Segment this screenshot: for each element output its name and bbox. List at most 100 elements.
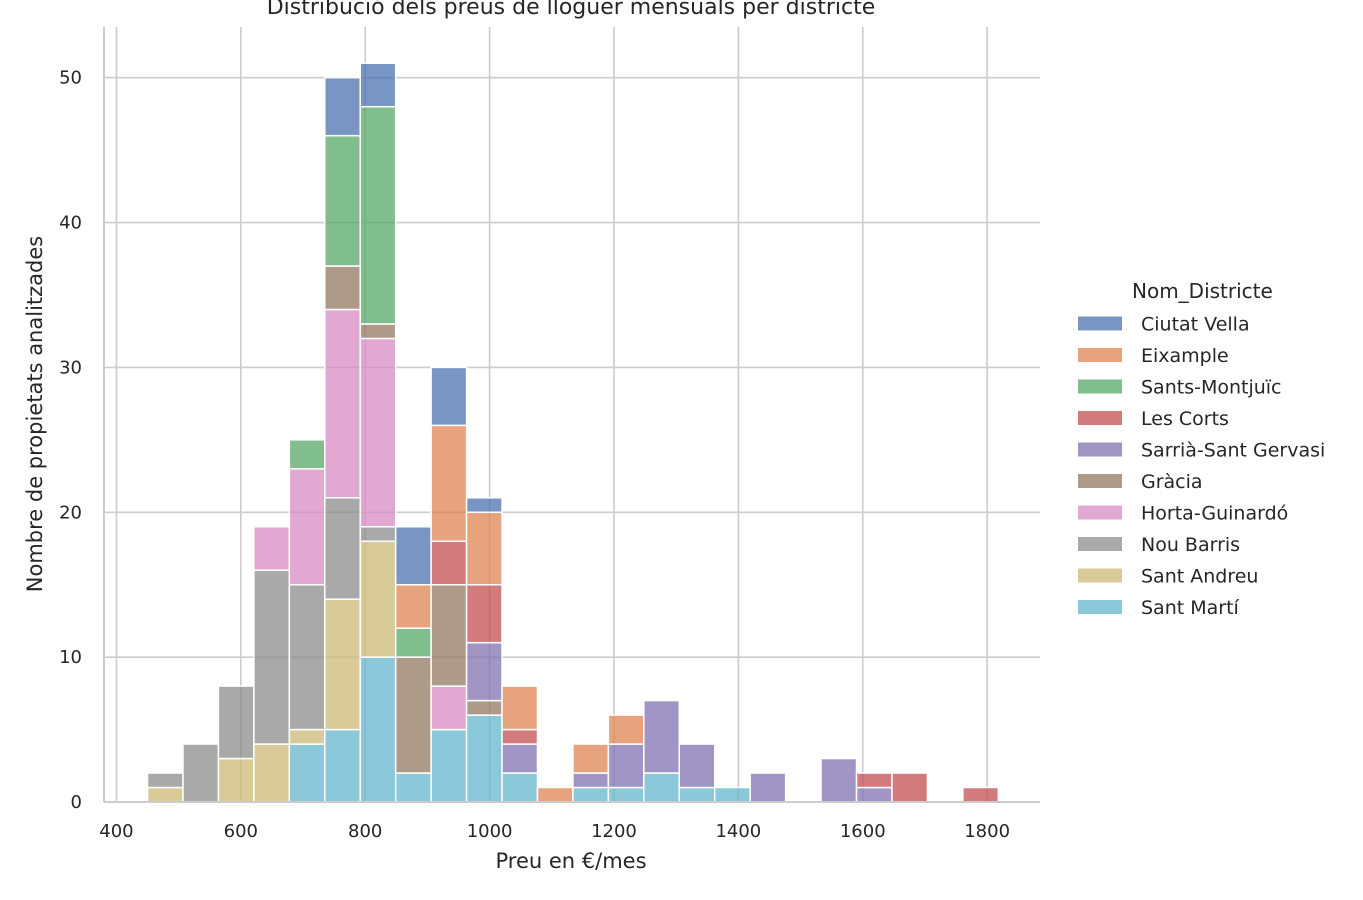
bar-segment [572,786,610,803]
bar-segment [359,62,397,108]
axis-spines [103,27,1040,803]
bar-segment [643,699,681,774]
legend-swatch [1078,600,1122,614]
legend-label: Ciutat Vella [1141,314,1250,336]
bar-segment [465,583,503,644]
bar-segment [217,685,255,760]
bar-segment [572,772,610,789]
bar-segment [891,772,929,803]
bar-segment [820,757,858,803]
legend-label: Les Corts [1141,408,1229,430]
bar-segment [465,497,503,514]
bar-segment [253,743,291,803]
bar-segment [394,772,432,803]
legend-swatch [1078,316,1122,331]
bar-segment [359,656,397,803]
legend-label: Eixample [1141,345,1229,367]
bar-segment [288,743,326,803]
x-tick-label: 1600 [840,821,886,842]
bar-segment [430,366,468,427]
bar-segment [324,76,361,137]
bar-segment [749,772,787,803]
bar-segment [572,743,610,774]
bar-segment [607,786,645,803]
x-tick-label: 400 [99,821,133,842]
bar-segment [501,728,539,745]
bar-segment [536,786,574,803]
bar-segment [430,540,468,586]
legend-swatch [1078,568,1122,583]
legend-label: Nou Barris [1141,534,1240,556]
bar-segment [394,656,432,774]
legend-swatch [1078,537,1122,551]
x-tick-label: 1000 [467,821,513,842]
bar-segment [288,728,326,745]
bar-segment [607,743,645,789]
bar-segment [359,526,397,543]
bar-segment [324,134,361,267]
bar-segment [359,323,397,340]
bar-segment [430,728,468,803]
y-tick-label: 30 [59,357,82,378]
bar-segment [253,569,291,745]
x-tick-label: 1200 [591,821,637,842]
x-tick-label: 800 [348,821,382,842]
legend-swatch [1078,348,1122,362]
legend-label: Sants-Montjuïc [1141,377,1282,399]
bar-segment [678,743,716,789]
bar-segment [501,772,539,803]
bar-segment [359,540,397,658]
bar-segment [394,583,432,629]
bar-segment [146,772,184,789]
bar-segment [217,757,255,803]
x-tick-label: 600 [224,821,258,842]
bar-segment [855,786,893,803]
legend-swatch [1078,505,1122,520]
bar-segment [324,308,361,499]
legend-label: Sarrià-Sant Gervasi [1141,440,1325,462]
bar-segment [324,728,361,803]
legend-swatch [1078,474,1122,488]
bar-segment [643,772,681,803]
legend-label: Gràcia [1141,471,1203,493]
legend-swatch [1078,411,1122,425]
legend-title: Nom_Districte [1132,279,1273,303]
y-tick-label: 0 [71,792,82,813]
legend-swatch [1078,442,1122,457]
x-axis-ticks: 400 600 800 1000 1200 1400 1600 1800 [99,821,1010,842]
bar-segment [253,526,291,571]
bar-segment [146,786,184,803]
bar-segment [288,468,326,586]
bar-segment [324,497,361,600]
y-tick-label: 40 [59,213,82,234]
x-tick-label: 1400 [715,821,761,842]
bar-segment [394,526,432,586]
bar-segment [962,786,1000,803]
bar-segment [182,743,220,803]
grid-lines [104,27,1040,803]
chart-title: Distribució dels preus de lloguer mensua… [267,0,876,20]
x-axis-label: Preu en €/mes [495,849,646,873]
legend: Nom_Districte Ciutat Vella Eixample Sants-… [1078,279,1325,619]
bar-segment [394,627,432,658]
legend-swatch [1078,379,1122,394]
y-axis-ticks: 0 10 20 30 40 50 [59,68,82,813]
legend-label: Sant Andreu [1141,566,1258,588]
bar-segment [430,685,468,731]
bar-segment [465,714,503,803]
bar-segment [465,641,503,702]
legend-label: Sant Martí [1141,597,1240,619]
bar-segment [465,511,503,586]
bars [146,62,1000,803]
y-tick-label: 50 [59,68,82,89]
bar-segment [430,583,468,687]
y-axis-label: Nombre de propietats analitzades [23,236,47,592]
x-tick-label: 1800 [964,821,1010,842]
bar-segment [359,105,397,325]
bar-segment [678,786,716,803]
bar-segment [324,265,361,311]
y-tick-label: 20 [59,502,82,523]
bar-segment [855,772,893,789]
bar-segment [501,743,539,774]
